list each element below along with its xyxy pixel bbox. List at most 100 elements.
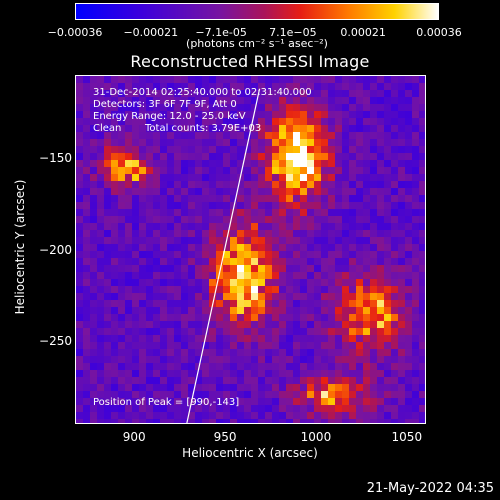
heatmap-cell bbox=[90, 188, 98, 196]
heatmap-cell bbox=[90, 181, 98, 189]
heatmap-cell bbox=[153, 300, 161, 308]
heatmap-cell bbox=[244, 216, 252, 224]
heatmap-cell bbox=[419, 244, 425, 252]
heatmap-cell bbox=[111, 321, 119, 329]
heatmap-cell bbox=[230, 230, 238, 238]
heatmap-cell bbox=[188, 251, 196, 259]
heatmap-cell bbox=[223, 104, 231, 112]
heatmap-cell bbox=[272, 370, 280, 378]
heatmap-cell bbox=[153, 97, 161, 105]
heatmap-cell bbox=[384, 391, 392, 399]
heatmap-cell bbox=[286, 307, 294, 315]
heatmap-cell bbox=[307, 370, 315, 378]
heatmap-cell bbox=[335, 370, 343, 378]
heatmap-cell bbox=[223, 153, 231, 161]
heatmap-cell bbox=[321, 405, 329, 413]
heatmap-cell bbox=[279, 279, 287, 287]
heatmap-cell bbox=[314, 174, 322, 182]
y-tick-label: −150 bbox=[39, 151, 72, 166]
heatmap-cell bbox=[398, 391, 406, 399]
heatmap-cell bbox=[349, 405, 357, 413]
heatmap-cell bbox=[335, 202, 343, 210]
heatmap-cell bbox=[300, 125, 308, 133]
heatmap-cell bbox=[237, 251, 245, 259]
heatmap-cell bbox=[349, 412, 357, 420]
heatmap-cell bbox=[307, 251, 315, 259]
heatmap-cell bbox=[251, 384, 259, 392]
heatmap-cell bbox=[300, 146, 308, 154]
heatmap-cell bbox=[174, 398, 182, 406]
heatmap-cell bbox=[188, 258, 196, 266]
heatmap-cell bbox=[356, 363, 364, 371]
x-tick-label: 1000 bbox=[300, 430, 332, 444]
heatmap-cell bbox=[300, 209, 308, 217]
heatmap-cell bbox=[146, 125, 154, 133]
heatmap-cell bbox=[97, 132, 105, 140]
heatmap-cell bbox=[293, 321, 301, 329]
heatmap-cell bbox=[216, 223, 224, 231]
heatmap-cell bbox=[174, 216, 182, 224]
heatmap-cell bbox=[272, 195, 280, 203]
heatmap-cell bbox=[328, 153, 336, 161]
heatmap-cell bbox=[132, 223, 140, 231]
heatmap-cell bbox=[139, 258, 147, 266]
heatmap-cell bbox=[188, 405, 196, 413]
heatmap-cell bbox=[104, 160, 112, 168]
heatmap-cell bbox=[146, 76, 154, 84]
heatmap-cell bbox=[265, 146, 273, 154]
heatmap-cell bbox=[370, 328, 378, 336]
heatmap-cell bbox=[146, 307, 154, 315]
heatmap-cell bbox=[153, 174, 161, 182]
heatmap-cell bbox=[363, 153, 371, 161]
heatmap-cell bbox=[237, 104, 245, 112]
heatmap-cell bbox=[237, 111, 245, 119]
heatmap-cell bbox=[419, 279, 425, 287]
heatmap-cell bbox=[174, 356, 182, 364]
heatmap-cell bbox=[335, 153, 343, 161]
heatmap-cell bbox=[83, 279, 91, 287]
heatmap-cell bbox=[83, 90, 91, 98]
heatmap-cell bbox=[342, 328, 350, 336]
heatmap-cell bbox=[223, 97, 231, 105]
heatmap-cell bbox=[335, 356, 343, 364]
heatmap-cell bbox=[342, 300, 350, 308]
heatmap-cell bbox=[363, 384, 371, 392]
heatmap-cell bbox=[118, 244, 126, 252]
heatmap-cell bbox=[258, 202, 266, 210]
heatmap-cell bbox=[230, 97, 238, 105]
heatmap-cell bbox=[251, 139, 259, 147]
heatmap-cell bbox=[419, 97, 425, 105]
heatmap-cell bbox=[111, 195, 119, 203]
heatmap-cell bbox=[356, 405, 364, 413]
heatmap-cell bbox=[160, 174, 168, 182]
heatmap-cell bbox=[104, 132, 112, 140]
heatmap-cell bbox=[83, 286, 91, 294]
heatmap-cell bbox=[286, 174, 294, 182]
heatmap-cell bbox=[391, 321, 399, 329]
heatmap-cell bbox=[83, 398, 91, 406]
heatmap-cell bbox=[377, 370, 385, 378]
heatmap-cell bbox=[391, 83, 399, 91]
heatmap-cell bbox=[153, 265, 161, 273]
heatmap-cell bbox=[279, 181, 287, 189]
heatmap-cell bbox=[279, 132, 287, 140]
heatmap-cell bbox=[132, 125, 140, 133]
heatmap-cell bbox=[419, 314, 425, 322]
heatmap-cell bbox=[272, 174, 280, 182]
heatmap-cell bbox=[146, 258, 154, 266]
heatmap-cell bbox=[265, 167, 273, 175]
heatmap-cell bbox=[76, 160, 84, 168]
heatmap-cell bbox=[181, 321, 189, 329]
heatmap-cell bbox=[230, 391, 238, 399]
heatmap-cell bbox=[265, 139, 273, 147]
heatmap-cell bbox=[342, 202, 350, 210]
heatmap-cell bbox=[83, 349, 91, 357]
heatmap-cell bbox=[167, 342, 175, 350]
heatmap-cell bbox=[356, 174, 364, 182]
heatmap-cell bbox=[265, 342, 273, 350]
heatmap-cell bbox=[244, 132, 252, 140]
heatmap-cell bbox=[363, 111, 371, 119]
heatmap-cell bbox=[335, 125, 343, 133]
heatmap-cell bbox=[216, 160, 224, 168]
heatmap-cell bbox=[307, 300, 315, 308]
